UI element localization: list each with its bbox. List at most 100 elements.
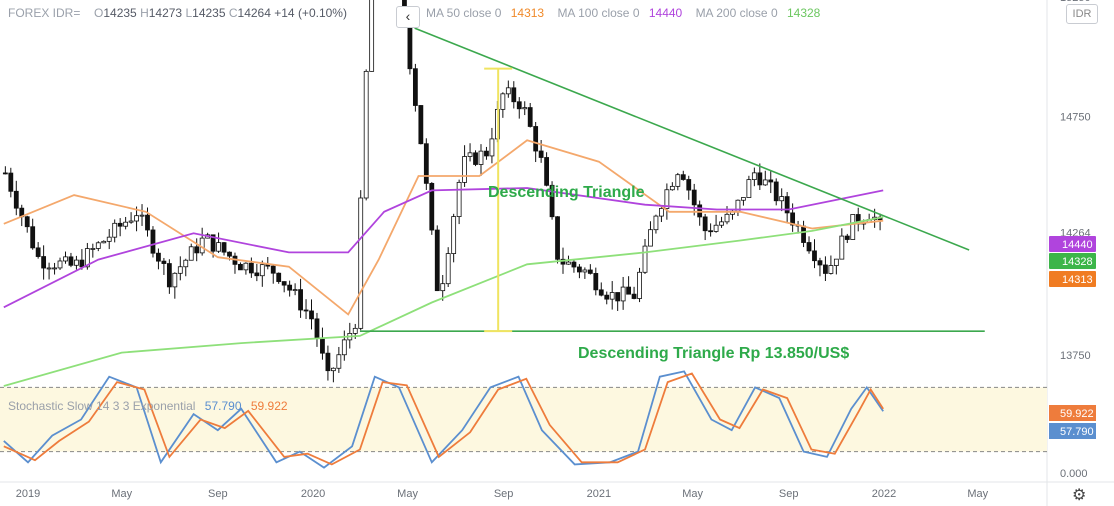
- stochastic-badge-label: 59.922: [1060, 408, 1094, 420]
- candle-body: [363, 70, 369, 199]
- price-badge: [1049, 271, 1096, 287]
- candle-body: [582, 269, 588, 273]
- candle-body: [462, 156, 467, 183]
- ma200-line: [3, 216, 884, 387]
- candle-body: [823, 264, 828, 274]
- candle-body: [806, 242, 812, 252]
- candle-body: [833, 258, 839, 266]
- ma200-value: 14328: [786, 6, 821, 20]
- gear-icon[interactable]: ⚙: [1072, 487, 1087, 504]
- candle-body: [150, 229, 156, 254]
- candle-body: [74, 259, 79, 266]
- candle-body: [538, 150, 544, 158]
- candle-body: [52, 267, 57, 270]
- candle-body: [566, 261, 571, 265]
- candle-body: [850, 214, 856, 240]
- candle-body: [741, 197, 746, 201]
- candle-body: [467, 152, 473, 157]
- price-badge: [1049, 236, 1096, 252]
- descending-trendline: [414, 27, 970, 251]
- ma200-label[interactable]: MA 200 close 0: [695, 6, 778, 20]
- price-tick-label: 13750: [1060, 350, 1091, 362]
- candle-body: [577, 266, 582, 273]
- candle-body: [620, 286, 626, 302]
- candle-body: [571, 261, 577, 268]
- candle-body: [844, 235, 850, 240]
- candle-body: [63, 256, 68, 262]
- candle-body: [626, 286, 632, 295]
- stochastic-legend: Stochastic Slow 14 3 3 Exponential 57.79…: [8, 399, 288, 413]
- candle-body: [95, 242, 101, 249]
- candle-body: [412, 68, 418, 106]
- symbol-name: FOREX IDR=: [8, 6, 81, 20]
- candle-body: [762, 179, 768, 186]
- time-tick-label: Sep: [208, 488, 228, 500]
- candle-body: [298, 289, 303, 311]
- candle-body: [473, 152, 478, 165]
- candle-body: [702, 216, 708, 232]
- candle-body: [790, 212, 796, 226]
- candle-body: [659, 208, 664, 217]
- low-label: L: [185, 6, 193, 20]
- ma100-value: 14440: [648, 6, 683, 20]
- candle-body: [177, 266, 183, 274]
- candle-body: [719, 221, 724, 226]
- candle-body: [134, 215, 139, 222]
- candle-body: [757, 172, 763, 186]
- ma100-label[interactable]: MA 100 close 0: [557, 6, 640, 20]
- candle-body: [451, 216, 457, 254]
- change-value: +14 (+0.10%): [274, 6, 347, 20]
- candle-body: [156, 252, 161, 262]
- candle-body: [259, 264, 265, 277]
- time-tick-label: May: [682, 488, 703, 500]
- candle-body: [751, 172, 757, 181]
- candle-body: [669, 185, 675, 191]
- price-badge-label: 14313: [1062, 274, 1093, 286]
- symbol-header: FOREX IDR=: [8, 6, 80, 20]
- collapse-legend-button[interactable]: ‹: [396, 6, 420, 28]
- candle-body: [303, 309, 309, 312]
- candle-body: [101, 240, 107, 244]
- candle-body: [112, 222, 118, 238]
- time-tick-label: Sep: [494, 488, 514, 500]
- candle-body: [172, 272, 178, 288]
- candle-body: [90, 248, 96, 250]
- candle-body: [369, 0, 375, 72]
- price-tick-label: 15250: [1060, 0, 1091, 4]
- price-badge-label: 14440: [1062, 239, 1093, 251]
- candle-body: [161, 260, 167, 264]
- candle-body: [609, 292, 615, 300]
- candle-body: [8, 172, 14, 192]
- candle-body: [440, 283, 446, 292]
- candle-body: [309, 310, 314, 320]
- candle-body: [254, 272, 260, 277]
- candle-body: [352, 327, 358, 334]
- candle-body: [46, 267, 52, 270]
- candle-body: [544, 157, 549, 186]
- candle-body: [341, 339, 347, 356]
- ma50-label[interactable]: MA 50 close 0: [426, 6, 502, 20]
- candle-body: [139, 214, 145, 217]
- candle-body: [768, 179, 774, 183]
- candle-body: [183, 259, 189, 268]
- stochastic-title[interactable]: Stochastic Slow 14 3 3 Exponential: [8, 399, 196, 413]
- candle-body: [117, 222, 123, 227]
- candle-body: [445, 253, 451, 285]
- candle-body: [828, 265, 834, 274]
- candle-body: [227, 251, 232, 257]
- candle-body: [418, 105, 424, 145]
- close-label: C: [228, 6, 238, 20]
- candle-body: [216, 242, 221, 252]
- ma-legend: MA 50 close 0 14313 MA 100 close 0 14440…: [426, 6, 820, 20]
- candle-body: [746, 179, 752, 198]
- time-tick-label: May: [111, 488, 132, 500]
- time-tick-label: 2020: [301, 488, 325, 500]
- candle-body: [423, 143, 429, 184]
- low-value: 14235: [192, 6, 226, 20]
- ma50-line: [3, 139, 884, 316]
- time-tick-label: 2021: [587, 488, 611, 500]
- currency-selector[interactable]: IDR: [1066, 4, 1098, 24]
- close-value: 14264: [237, 6, 271, 20]
